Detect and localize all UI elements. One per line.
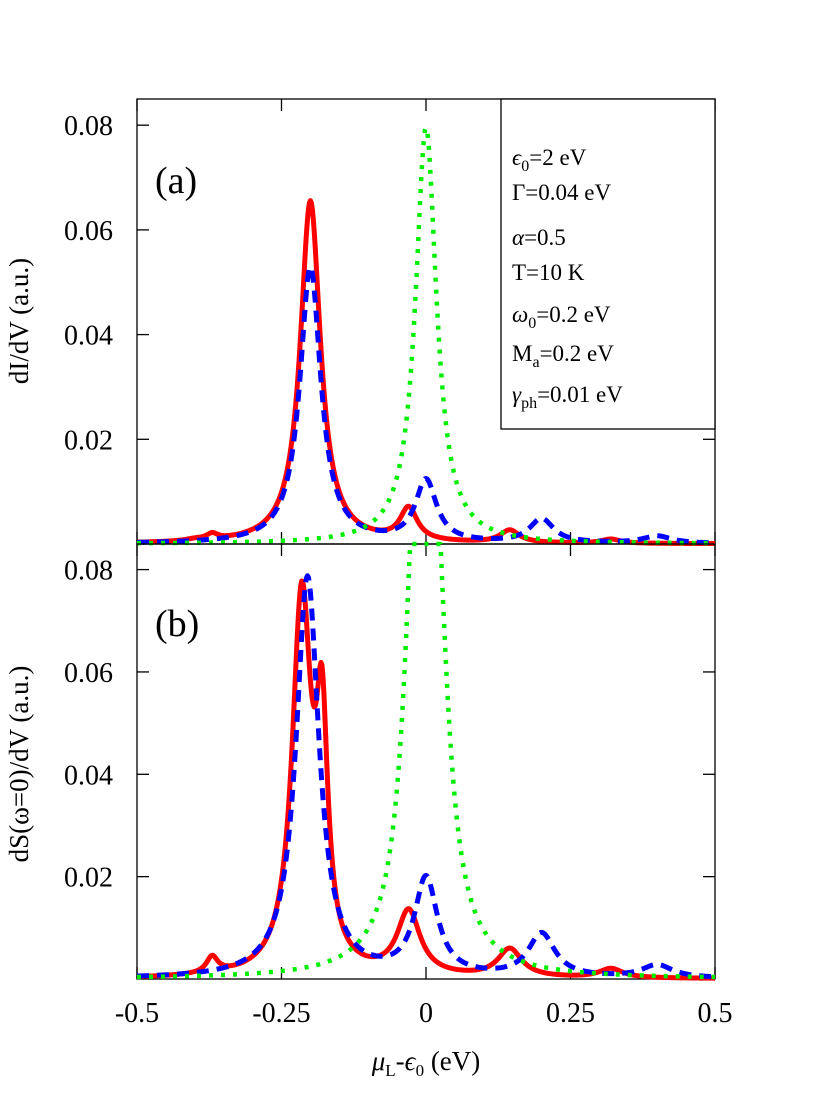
panel-b-xtick-label: 0.25 (546, 998, 595, 1029)
panel-a-curves (135, 125, 717, 547)
panel-a-ylabel: dI/dV (a.u.) (4, 258, 34, 384)
panel-b-xtick-labels: -0.5 -0.25 0 0.25 0.5 (115, 998, 733, 1029)
panel-b-ticks (136, 544, 716, 979)
panel-b-series-dotted (135, 541, 717, 980)
panel-a-ytick-labels: 0.02 0.04 0.06 0.08 (64, 111, 113, 456)
panel-b-ylabel: dS(ω=0)/dV (a.u.) (4, 666, 34, 863)
panel-a-ytick-label: 0.06 (64, 216, 113, 247)
panel-b: 0.02 0.04 0.06 0.08 -0.5 -0.25 0 0.25 0.5 (b) d… (4, 541, 733, 1080)
panel-b-xtick-label: 0 (419, 998, 433, 1029)
panel-b-xtick-label: 0.5 (698, 998, 733, 1029)
panel-a: 0.02 0.04 0.06 0.08 (a) dI/dV (a.u.) ϵ0=2 e… (4, 98, 717, 547)
panel-b-label: (b) (155, 603, 199, 645)
panel-b-ytick-label: 0.08 (64, 556, 113, 587)
panel-a-ytick-label: 0.08 (64, 111, 113, 142)
param-temperature: T=10 K (512, 260, 585, 285)
panel-b-xtick-label: -0.5 (115, 998, 159, 1029)
panel-b-series-solid (135, 578, 717, 981)
parameter-legend-frame (500, 98, 716, 430)
panel-b-xlabel: μL-ϵ0 (eV) (371, 1046, 481, 1080)
panel-a-ytick-label: 0.04 (64, 321, 113, 352)
panel-b-ytick-labels: 0.02 0.04 0.06 0.08 (64, 556, 113, 894)
param-omega0: ω0=0.2 eV (512, 302, 611, 332)
panel-b-frame (136, 543, 716, 980)
parameter-legend: ϵ0=2 eV Γ=0.04 eV α=0.5 T=10 K ω0=0.2 eV… (500, 98, 716, 430)
param-epsilon0: ϵ0=2 eV (512, 145, 587, 175)
panel-a-series-dotted (135, 125, 717, 546)
param-gamma: Γ=0.04 eV (512, 180, 611, 205)
param-gamma-ph: γph=0.01 eV (512, 382, 623, 412)
panel-a-ytick-label: 0.02 (64, 425, 113, 456)
panel-b-ytick-label: 0.06 (64, 658, 113, 689)
panel-a-label: (a) (155, 160, 197, 202)
panel-b-ytick-label: 0.02 (64, 863, 113, 894)
param-alpha: α=0.5 (512, 225, 566, 250)
panel-b-xtick-label: -0.25 (252, 998, 310, 1029)
param-ma: Ma=0.2 eV (512, 341, 614, 371)
panel-b-curves (135, 541, 717, 981)
panel-b-series-dashed (135, 573, 717, 980)
panel-a-series-dashed (135, 264, 717, 546)
panel-b-ytick-label: 0.04 (64, 760, 113, 791)
